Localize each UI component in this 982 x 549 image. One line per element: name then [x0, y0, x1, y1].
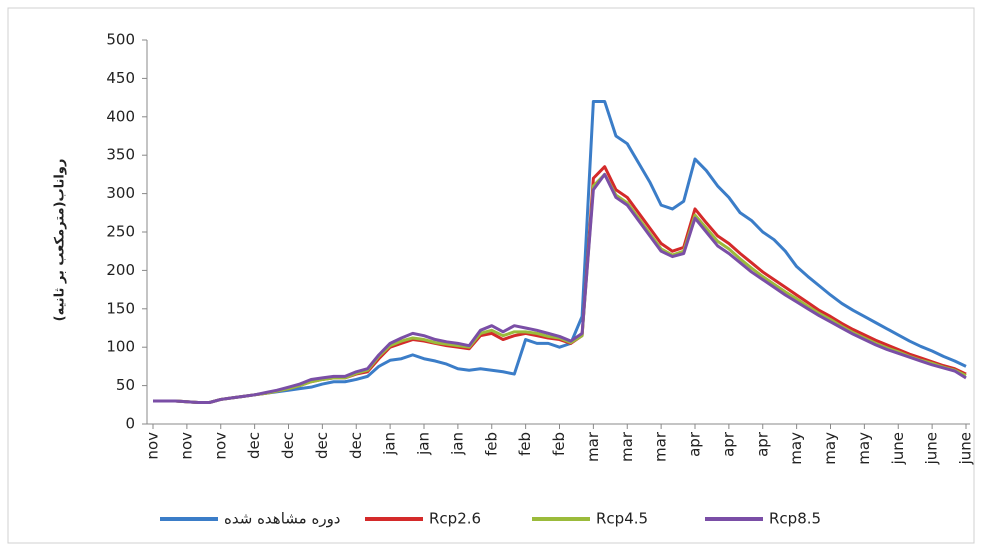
y-tick-label: 300 — [106, 184, 135, 202]
y-tick-label: 450 — [106, 69, 135, 87]
y-tick-label: 500 — [106, 31, 135, 49]
y-tick-label: 150 — [106, 299, 135, 317]
legend-label: دوره مشاهده شده — [224, 510, 341, 528]
x-tick-label: jan — [381, 432, 399, 456]
x-tick-label: mar — [584, 431, 602, 462]
x-tick-label: june — [957, 432, 975, 465]
x-tick-label: june — [889, 432, 907, 465]
x-tick-label: nov — [177, 432, 195, 460]
y-tick-label: 0 — [125, 415, 135, 433]
x-tick-label: apr — [686, 431, 704, 457]
x-tick-label: jan — [448, 432, 466, 456]
series-line — [153, 99, 967, 404]
x-tick-label: may — [855, 432, 873, 465]
y-axis-label: رواناب(مترمکعب بر ثانیه) — [53, 159, 68, 322]
legend-label: Rcp4.5 — [596, 510, 648, 528]
y-tick-label: 250 — [106, 223, 135, 241]
series-line — [153, 172, 967, 404]
y-tick-label: 100 — [106, 338, 135, 356]
x-tick-label: dec — [245, 432, 263, 459]
legend-label: Rcp8.5 — [769, 510, 821, 528]
x-tick-label: jan — [415, 432, 433, 456]
x-tick-label: may — [787, 432, 805, 465]
x-tick-label: nov — [211, 432, 229, 460]
x-tick-label: mar — [652, 431, 670, 462]
x-tick-label: nov — [144, 432, 162, 460]
x-tick-label: apr — [753, 431, 771, 457]
x-tick-label: mar — [618, 431, 636, 462]
y-tick-label: 200 — [106, 261, 135, 279]
legend-label: Rcp2.6 — [429, 510, 481, 528]
x-tick-label: dec — [279, 432, 297, 459]
x-tick-label: june — [923, 432, 941, 465]
x-tick-label: dec — [347, 432, 365, 459]
x-tick-label: feb — [516, 432, 534, 456]
x-tick-label: feb — [482, 432, 500, 456]
y-tick-label: 400 — [106, 107, 135, 125]
x-tick-label: may — [821, 432, 839, 465]
y-tick-label: 350 — [106, 146, 135, 164]
chart-frame — [7, 7, 975, 544]
x-tick-label: apr — [719, 431, 737, 457]
x-tick-label: dec — [313, 432, 331, 459]
y-tick-label: 50 — [116, 376, 135, 394]
x-tick-label: feb — [550, 432, 568, 456]
